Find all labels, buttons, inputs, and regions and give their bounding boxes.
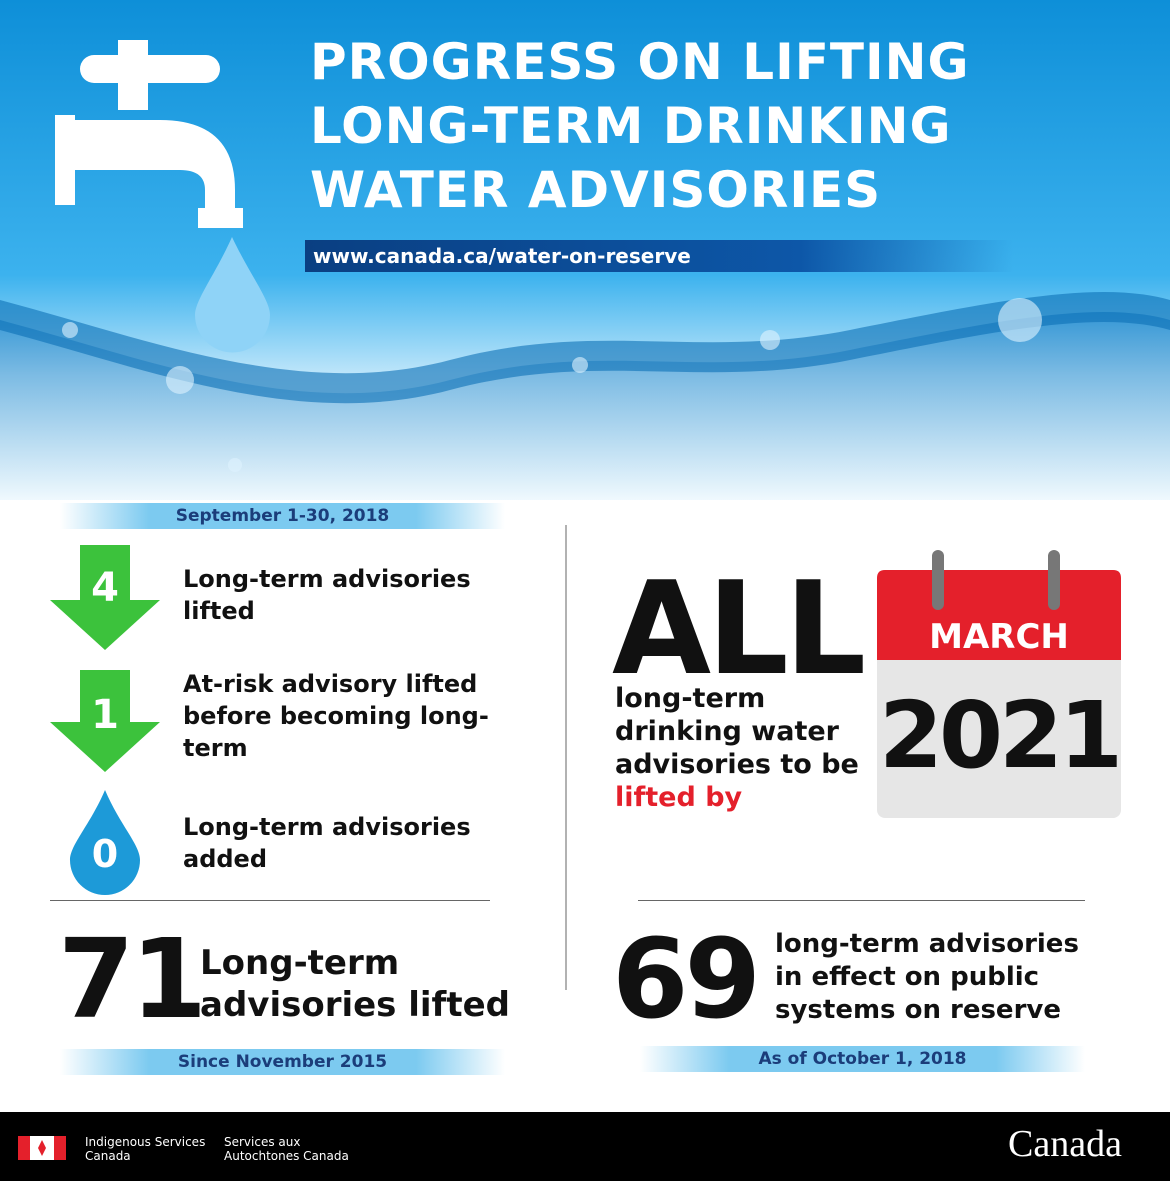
calendar-month: MARCH <box>929 617 1069 657</box>
title: PROGRESS ON LIFTING LONG-TERM DRINKING W… <box>310 30 970 222</box>
item-number: 0 <box>91 832 119 876</box>
goal-text-main: long-term drinking water advisories to b… <box>615 683 859 780</box>
divider <box>50 900 490 901</box>
item-number: 1 <box>91 692 119 738</box>
item-text: Long-term advisories lifted <box>183 565 471 625</box>
item-number: 4 <box>91 565 119 611</box>
current-note: As of October 1, 2018 <box>640 1046 1085 1072</box>
total-note: Since November 2015 <box>60 1049 505 1075</box>
current-text: long-term advisories in effect on public… <box>775 929 1079 1025</box>
url: www.canada.ca/water-on-reserve <box>305 240 1013 272</box>
goal-text: long-term drinking water advisories to b… <box>615 682 865 814</box>
title-line: LONG-TERM DRINKING <box>310 97 952 155</box>
title-line: WATER ADVISORIES <box>310 161 882 219</box>
total-text: Long-term advisories lifted <box>200 943 511 1025</box>
total-number: 71 <box>58 915 207 1043</box>
department-fr: Services aux Autochtones Canada <box>224 1135 349 1163</box>
calendar-year: 2021 <box>878 682 1123 789</box>
department-en: Indigenous Services Canada <box>85 1135 206 1163</box>
divider <box>638 900 1085 901</box>
wordmark: Canada <box>1008 1123 1122 1165</box>
goal-highlight: lifted by <box>615 782 743 813</box>
item-text: At-risk advisory lifted before becoming … <box>183 670 489 762</box>
current-number: 69 <box>612 915 761 1043</box>
title-line: PROGRESS ON LIFTING <box>310 33 970 91</box>
item-text: Long-term advisories added <box>183 813 471 873</box>
goal-headline: ALL <box>612 555 866 704</box>
period-bar: September 1-30, 2018 <box>60 503 505 529</box>
